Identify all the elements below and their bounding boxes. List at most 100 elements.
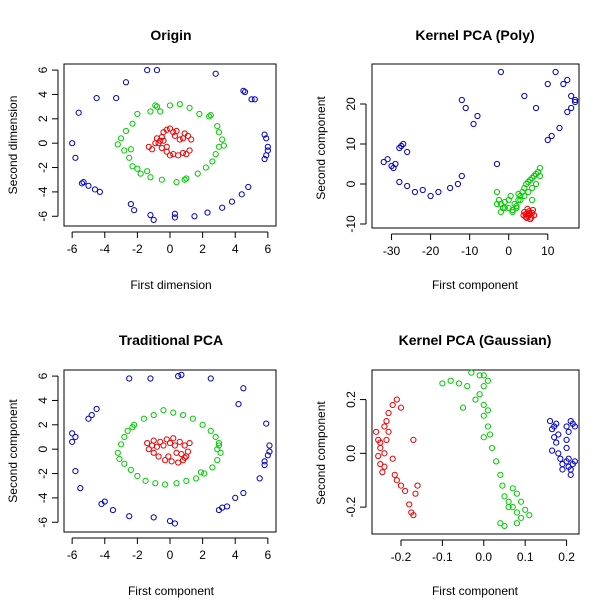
blue-point (563, 444, 570, 452)
green-point (197, 469, 205, 476)
panel-traditional-pca-plot-box (63, 369, 277, 533)
green-point (522, 506, 529, 513)
red-point (183, 453, 190, 460)
green-point (530, 172, 538, 180)
red-point (393, 396, 400, 403)
green-point (509, 485, 516, 492)
green-point (134, 165, 141, 172)
panel-origin: Origin -6 -4 -2 0 2 4 6 -6 -4 -2 0 2 4 6 First dimens… (6, 27, 277, 292)
blue-point (147, 211, 154, 219)
green-point (480, 412, 487, 419)
green-point (207, 427, 214, 435)
green-point (129, 163, 136, 170)
y-tick-label: 0 (344, 180, 358, 187)
blue-point (219, 204, 226, 211)
green-point (201, 470, 208, 477)
blue-point (553, 420, 560, 427)
blue-point (263, 420, 270, 427)
red-point (175, 459, 182, 466)
green-point (484, 407, 492, 414)
green-point (202, 164, 209, 171)
blue-point (113, 95, 120, 102)
red-point (183, 151, 190, 158)
green-point (144, 168, 151, 175)
red-point (393, 477, 400, 484)
blue-point (474, 112, 481, 120)
blue-point (228, 198, 236, 205)
red-point (385, 409, 392, 417)
y-tick-label: 0.2 (344, 391, 358, 408)
panel-kernel-poly-ticks: -30 -20 -10 0 10 -10 0 10 20 (344, 97, 555, 258)
blue-point (261, 458, 268, 465)
blue-point (552, 68, 559, 76)
red-point (166, 125, 174, 132)
blue-point (85, 415, 92, 422)
green-point (147, 108, 154, 115)
blue-point (191, 213, 198, 220)
panel-kernel-gaussian-xlabel: First component (432, 584, 519, 598)
panel-kernel-gaussian: Kernel PCA (Gaussian) -0.2 -0.1 0.0 0.1 0.2-… (314, 332, 580, 598)
blue-point (435, 188, 442, 196)
red-point (524, 205, 531, 212)
x-tick-label: -10 (461, 244, 479, 258)
blue-point (240, 87, 247, 94)
red-point (377, 444, 384, 452)
blue-point (263, 152, 270, 159)
y-tick-label: -0.2 (344, 496, 358, 517)
blue-point (521, 92, 528, 100)
blue-point (565, 428, 572, 435)
red-point (166, 152, 174, 159)
x-tick-label: 6 (265, 548, 272, 562)
green-point (114, 449, 121, 456)
blue-point (150, 216, 157, 224)
blue-point (240, 385, 247, 392)
panel-kernel-poly-xlabel: First component (432, 278, 519, 292)
blue-point (458, 172, 465, 180)
y-tick-label: -6 (36, 517, 50, 528)
x-tick-label: -20 (422, 244, 440, 258)
green-point (121, 147, 128, 154)
green-point (459, 404, 467, 411)
blue-point (560, 80, 567, 88)
green-point (532, 180, 540, 188)
red-point (402, 487, 409, 495)
green-point (447, 377, 454, 384)
green-point (525, 188, 532, 196)
blue-point (571, 96, 579, 104)
green-point (121, 460, 128, 467)
x-tick-label: 0.1 (517, 550, 534, 564)
blue-point (411, 188, 419, 196)
green-point (214, 457, 221, 464)
red-point (144, 439, 151, 447)
blue-point (564, 108, 571, 116)
blue-point (235, 401, 242, 408)
red-point (397, 482, 405, 489)
red-point (162, 457, 169, 464)
blue-point (546, 417, 554, 425)
y-tick-label: -2 (36, 468, 50, 479)
blue-point (171, 214, 178, 221)
blue-point (69, 140, 76, 147)
panel-kernel-gaussian-points (373, 369, 578, 530)
green-point (536, 164, 544, 172)
green-point (509, 208, 516, 216)
x-tick-label: 0.0 (475, 550, 492, 564)
red-point (170, 129, 177, 136)
x-tick-label: -0.1 (432, 550, 453, 564)
green-point (183, 175, 190, 182)
red-point (179, 149, 187, 157)
panel-kernel-poly-plot-box (371, 63, 580, 229)
blue-point (75, 109, 82, 116)
blue-point (462, 104, 469, 112)
panel-kernel-poly-points (380, 68, 579, 223)
green-point (455, 380, 463, 387)
green-point (150, 411, 157, 419)
green-point (501, 493, 508, 500)
panel-origin-title: Origin (150, 27, 191, 43)
blue-point (251, 96, 258, 103)
green-point (158, 176, 165, 183)
blue-point (238, 191, 245, 198)
x-tick-label: 4 (232, 548, 239, 562)
red-point (188, 136, 195, 143)
green-point (214, 446, 221, 453)
